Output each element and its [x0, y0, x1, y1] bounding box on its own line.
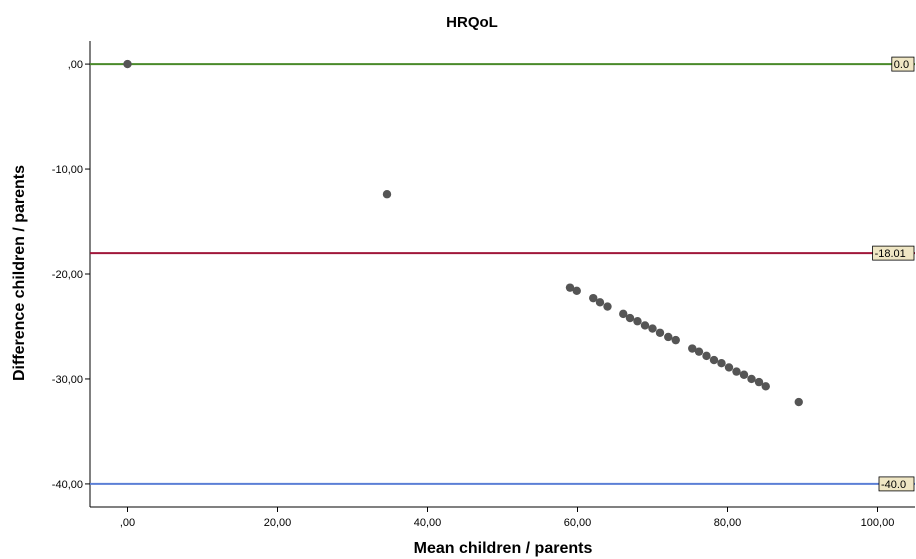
axes: ,00 -10,00 -20,00 -30,00 -40,00 ,00 20,00 40,00…: [52, 41, 915, 529]
x-tick-label: 100,00: [861, 517, 895, 529]
data-point: [739, 370, 749, 379]
data-point: [709, 355, 719, 365]
chart-title: HRQoL: [446, 14, 498, 31]
data-point: [572, 286, 581, 295]
reference-line-label: -18.01: [875, 248, 906, 260]
x-tick-label: 60,00: [564, 517, 592, 529]
x-tick-label: 40,00: [414, 517, 442, 529]
data-points: [123, 59, 803, 407]
y-tick-label: -10,00: [52, 164, 83, 176]
data-point: [747, 374, 756, 384]
data-point: [694, 347, 704, 356]
reference-line-label: 0.0: [894, 59, 909, 71]
data-point: [595, 298, 605, 307]
x-tick-label: 80,00: [714, 517, 742, 529]
data-point: [625, 313, 635, 323]
data-point: [724, 363, 734, 372]
y-tick-label: ,00: [68, 59, 83, 71]
data-point: [664, 332, 673, 342]
x-tick-label: 20,00: [264, 517, 292, 529]
data-point: [603, 302, 612, 311]
y-axis-label: Difference children / parents: [11, 165, 28, 381]
data-point: [794, 397, 803, 407]
data-point: [688, 344, 697, 353]
reference-line-label-box: [891, 56, 915, 72]
reference-lines: 0.0 -18.01 -40.0: [90, 56, 915, 492]
data-point: [382, 190, 392, 199]
data-point: [655, 328, 665, 337]
data-point: [640, 321, 650, 330]
y-tick-label: -40,00: [52, 479, 83, 491]
y-tick-label: -20,00: [52, 269, 83, 281]
data-point: [123, 59, 132, 69]
x-axis-label: Mean children / parents: [414, 540, 593, 557]
data-point: [619, 309, 628, 319]
data-point: [702, 351, 711, 361]
x-tick-label: ,00: [120, 517, 135, 529]
data-point: [671, 335, 680, 345]
data-point: [732, 367, 741, 376]
data-point: [633, 317, 642, 326]
data-point: [717, 359, 726, 368]
reference-line-label-box: [878, 476, 915, 492]
data-point: [565, 283, 575, 292]
data-point: [589, 293, 598, 303]
reference-line-label: -40.0: [881, 479, 906, 491]
y-tick-label: -30,00: [52, 374, 83, 386]
reference-line-label-box: [872, 245, 915, 261]
data-point: [648, 324, 657, 333]
data-point: [754, 377, 764, 387]
data-point: [761, 382, 770, 391]
